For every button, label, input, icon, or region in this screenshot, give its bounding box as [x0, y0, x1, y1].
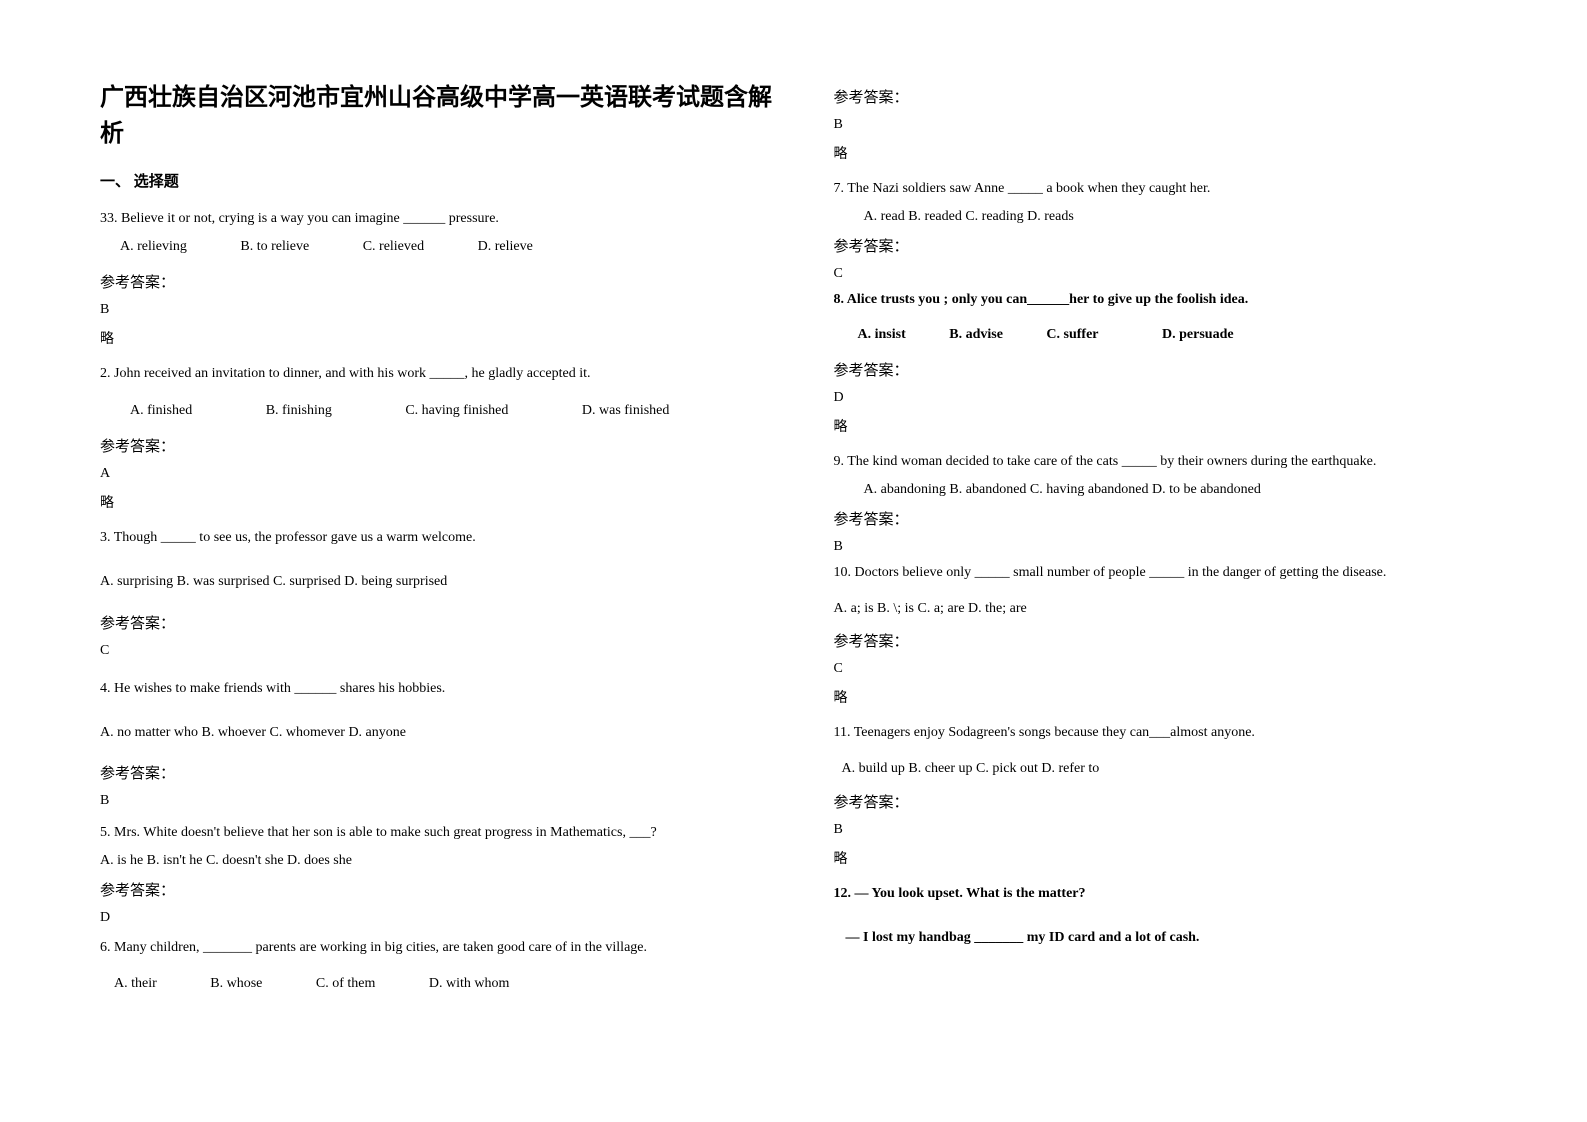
question-text: 33. Believe it or not, crying is a way y… — [100, 207, 794, 231]
option-a: A. finished — [130, 399, 192, 423]
answer-value: C — [834, 266, 1528, 282]
option-d: D. relieve — [478, 235, 533, 259]
question-options: A. is he B. isn't he C. doesn't she D. d… — [100, 849, 794, 873]
answer-label: 参考答案： — [834, 791, 1528, 812]
left-column: 广西壮族自治区河池市宜州山谷高级中学高一英语联考试题含解析 一、 选择题 33.… — [100, 80, 794, 1082]
question-text: 6. Many children, _______ parents are wo… — [100, 936, 794, 960]
answer-value: A — [100, 466, 794, 482]
option-a: A. their — [114, 972, 157, 996]
note-omit: 略 — [834, 687, 1528, 707]
question-options: A. their B. whose C. of them D. with who… — [100, 972, 794, 996]
answer-label: 参考答案： — [834, 86, 1528, 107]
answer-label: 参考答案： — [834, 235, 1528, 256]
question-text: 8. Alice trusts you ; only you can______… — [834, 288, 1528, 312]
answer-value: B — [100, 302, 794, 318]
option-d: D. was finished — [582, 399, 670, 423]
exam-page: 广西壮族自治区河池市宜州山谷高级中学高一英语联考试题含解析 一、 选择题 33.… — [0, 0, 1587, 1122]
option-c: C. having finished — [405, 399, 508, 423]
question-text: 3. Though _____ to see us, the professor… — [100, 526, 794, 550]
section-header: 一、 选择题 — [100, 170, 794, 191]
option-b: B. finishing — [266, 399, 332, 423]
question-text: 9. The kind woman decided to take care o… — [834, 450, 1528, 474]
answer-label: 参考答案： — [100, 762, 794, 783]
question-options: A. build up B. cheer up C. pick out D. r… — [834, 757, 1528, 781]
note-omit: 略 — [834, 143, 1528, 163]
option-b: B. advise — [949, 323, 1003, 347]
question-text: 2. John received an invitation to dinner… — [100, 362, 794, 386]
answer-value: B — [834, 117, 1528, 133]
answer-label: 参考答案： — [100, 435, 794, 456]
note-omit: 略 — [100, 492, 794, 512]
answer-label: 参考答案： — [100, 879, 794, 900]
answer-label: 参考答案： — [100, 612, 794, 633]
answer-value: D — [834, 390, 1528, 406]
question-options: A. finished B. finishing C. having finis… — [100, 399, 794, 423]
option-b: B. to relieve — [240, 235, 309, 259]
answer-label: 参考答案： — [834, 508, 1528, 529]
note-omit: 略 — [834, 416, 1528, 436]
question-options: A. surprising B. was surprised C. surpri… — [100, 570, 794, 594]
question-options: A. a; is B. \; is C. a; are D. the; are — [834, 597, 1528, 621]
option-a: A. relieving — [120, 235, 187, 259]
option-c: C. of them — [316, 972, 376, 996]
question-text: — I lost my handbag _______ my ID card a… — [834, 926, 1528, 950]
answer-value: D — [100, 910, 794, 926]
question-text: 4. He wishes to make friends with ______… — [100, 677, 794, 701]
option-c: C. suffer — [1046, 323, 1098, 347]
exam-title: 广西壮族自治区河池市宜州山谷高级中学高一英语联考试题含解析 — [100, 80, 794, 152]
answer-label: 参考答案： — [834, 359, 1528, 380]
question-text: 11. Teenagers enjoy Sodagreen's songs be… — [834, 721, 1528, 745]
question-options: A. read B. readed C. reading D. reads — [834, 205, 1528, 229]
answer-value: C — [100, 643, 794, 659]
note-omit: 略 — [100, 328, 794, 348]
answer-label: 参考答案： — [834, 630, 1528, 651]
question-text: 7. The Nazi soldiers saw Anne _____ a bo… — [834, 177, 1528, 201]
option-b: B. whose — [210, 972, 262, 996]
answer-value: B — [100, 793, 794, 809]
question-text: 10. Doctors believe only _____ small num… — [834, 561, 1528, 585]
question-options: A. abandoning B. abandoned C. having aba… — [834, 478, 1528, 502]
question-text: 12. — You look upset. What is the matter… — [834, 882, 1528, 906]
note-omit: 略 — [834, 848, 1528, 868]
answer-value: B — [834, 822, 1528, 838]
option-a: A. insist — [858, 323, 906, 347]
question-text: 5. Mrs. White doesn't believe that her s… — [100, 821, 794, 845]
option-d: D. persuade — [1162, 323, 1234, 347]
answer-value: C — [834, 661, 1528, 677]
option-c: C. relieved — [363, 235, 424, 259]
question-options: A. relieving B. to relieve C. relieved D… — [100, 235, 794, 259]
question-options: A. insist B. advise C. suffer D. persuad… — [834, 323, 1528, 347]
question-options: A. no matter who B. whoever C. whomever … — [100, 721, 794, 745]
right-column: 参考答案： B 略 7. The Nazi soldiers saw Anne … — [834, 80, 1528, 1082]
answer-label: 参考答案： — [100, 271, 794, 292]
answer-value: B — [834, 539, 1528, 555]
option-d: D. with whom — [429, 972, 510, 996]
